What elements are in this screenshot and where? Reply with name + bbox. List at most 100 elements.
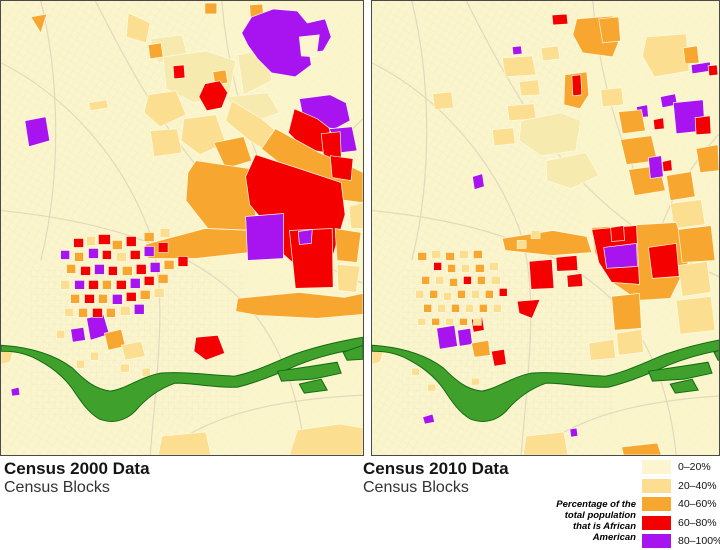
census-block (98, 234, 111, 245)
census-block (108, 266, 118, 276)
census-block (463, 276, 472, 285)
river-layer (1, 336, 363, 422)
census-block (675, 295, 716, 335)
census-block (143, 90, 187, 128)
census-block (297, 229, 313, 245)
census-2010-title: Census 2010 Data (363, 459, 509, 478)
census-block (516, 298, 541, 319)
census-block (86, 236, 96, 246)
census-2010-map (372, 1, 719, 455)
legend-label: 60–80% (678, 516, 717, 529)
census-block (501, 230, 593, 256)
census-2010-subtitle: Census Blocks (363, 479, 469, 496)
census-block (56, 329, 65, 339)
legend-label: 40–60% (678, 498, 717, 510)
river-island (669, 378, 699, 394)
legend-row: 20–40% (642, 478, 720, 493)
census-block (88, 280, 99, 290)
river-island (647, 361, 713, 382)
river-island (342, 344, 363, 361)
road (372, 209, 677, 455)
census-block (129, 278, 141, 289)
census-block (149, 262, 161, 273)
census-block (24, 116, 51, 148)
census-block (411, 367, 421, 376)
map-panel-census-2000 (0, 0, 364, 456)
census-block (479, 304, 488, 313)
census-block (126, 292, 137, 302)
census-block (435, 276, 444, 285)
census-block (116, 252, 127, 262)
census-block (461, 264, 470, 273)
census-block (471, 290, 480, 299)
census-block (516, 240, 527, 249)
census-block (112, 240, 123, 250)
census-block (491, 127, 516, 147)
legend-annotation-line: Percentage of the (556, 499, 636, 510)
census-block (457, 290, 466, 299)
census-block (677, 261, 712, 297)
census-block (518, 79, 541, 97)
census-block (695, 144, 719, 174)
legend-annotation-line: total population (564, 510, 636, 521)
census-block (451, 304, 460, 313)
census-block (518, 112, 582, 157)
census-block (74, 280, 85, 290)
road (372, 62, 532, 455)
census-block (102, 280, 112, 290)
census-block (10, 386, 21, 397)
river-island (298, 378, 328, 394)
legend-annotation-line: American (592, 532, 636, 543)
census-block (88, 99, 109, 112)
census-block (153, 288, 165, 298)
census-block (473, 318, 482, 326)
census-block (74, 252, 84, 262)
census-block (98, 294, 108, 304)
census-block (530, 230, 541, 239)
census-block (433, 262, 442, 271)
census-block (588, 338, 616, 361)
census-block (143, 246, 155, 257)
census-2000-title: Census 2000 Data (4, 459, 150, 478)
census-block (432, 91, 454, 111)
legend-label: 0–20% (678, 461, 711, 473)
census-block (80, 266, 91, 276)
census-block (489, 262, 499, 271)
census-block (511, 45, 523, 56)
census-block (471, 377, 480, 386)
census-block (177, 256, 189, 267)
census-block (133, 304, 145, 315)
census-block (485, 290, 494, 299)
census-block (648, 243, 680, 279)
census-block (329, 155, 354, 182)
census-block (64, 308, 74, 317)
census-block (449, 278, 458, 287)
census-block (707, 64, 719, 77)
census-block (417, 318, 426, 326)
census-block (551, 13, 569, 26)
legend-color-swatch (642, 478, 671, 493)
census-block (120, 306, 131, 316)
census-block (289, 423, 363, 455)
census-block (661, 159, 673, 173)
census-block (616, 328, 644, 356)
legend-row: 0–20% (642, 460, 720, 474)
census-block (422, 413, 436, 425)
census-block (528, 259, 555, 290)
river-layer (372, 339, 719, 422)
census-block (94, 264, 105, 275)
census-block (465, 304, 474, 313)
census-block (447, 264, 456, 273)
legend-label: 80–100% (678, 535, 720, 547)
census-block (540, 45, 561, 62)
census-block (653, 117, 665, 131)
census-block (545, 152, 600, 189)
census-block (436, 324, 458, 350)
census-block (694, 115, 712, 136)
census-blocks-layer (372, 13, 719, 455)
census-block (427, 383, 436, 392)
census-block (135, 264, 147, 275)
census-block (193, 334, 226, 361)
census-block (491, 276, 501, 285)
census-block (665, 171, 696, 201)
